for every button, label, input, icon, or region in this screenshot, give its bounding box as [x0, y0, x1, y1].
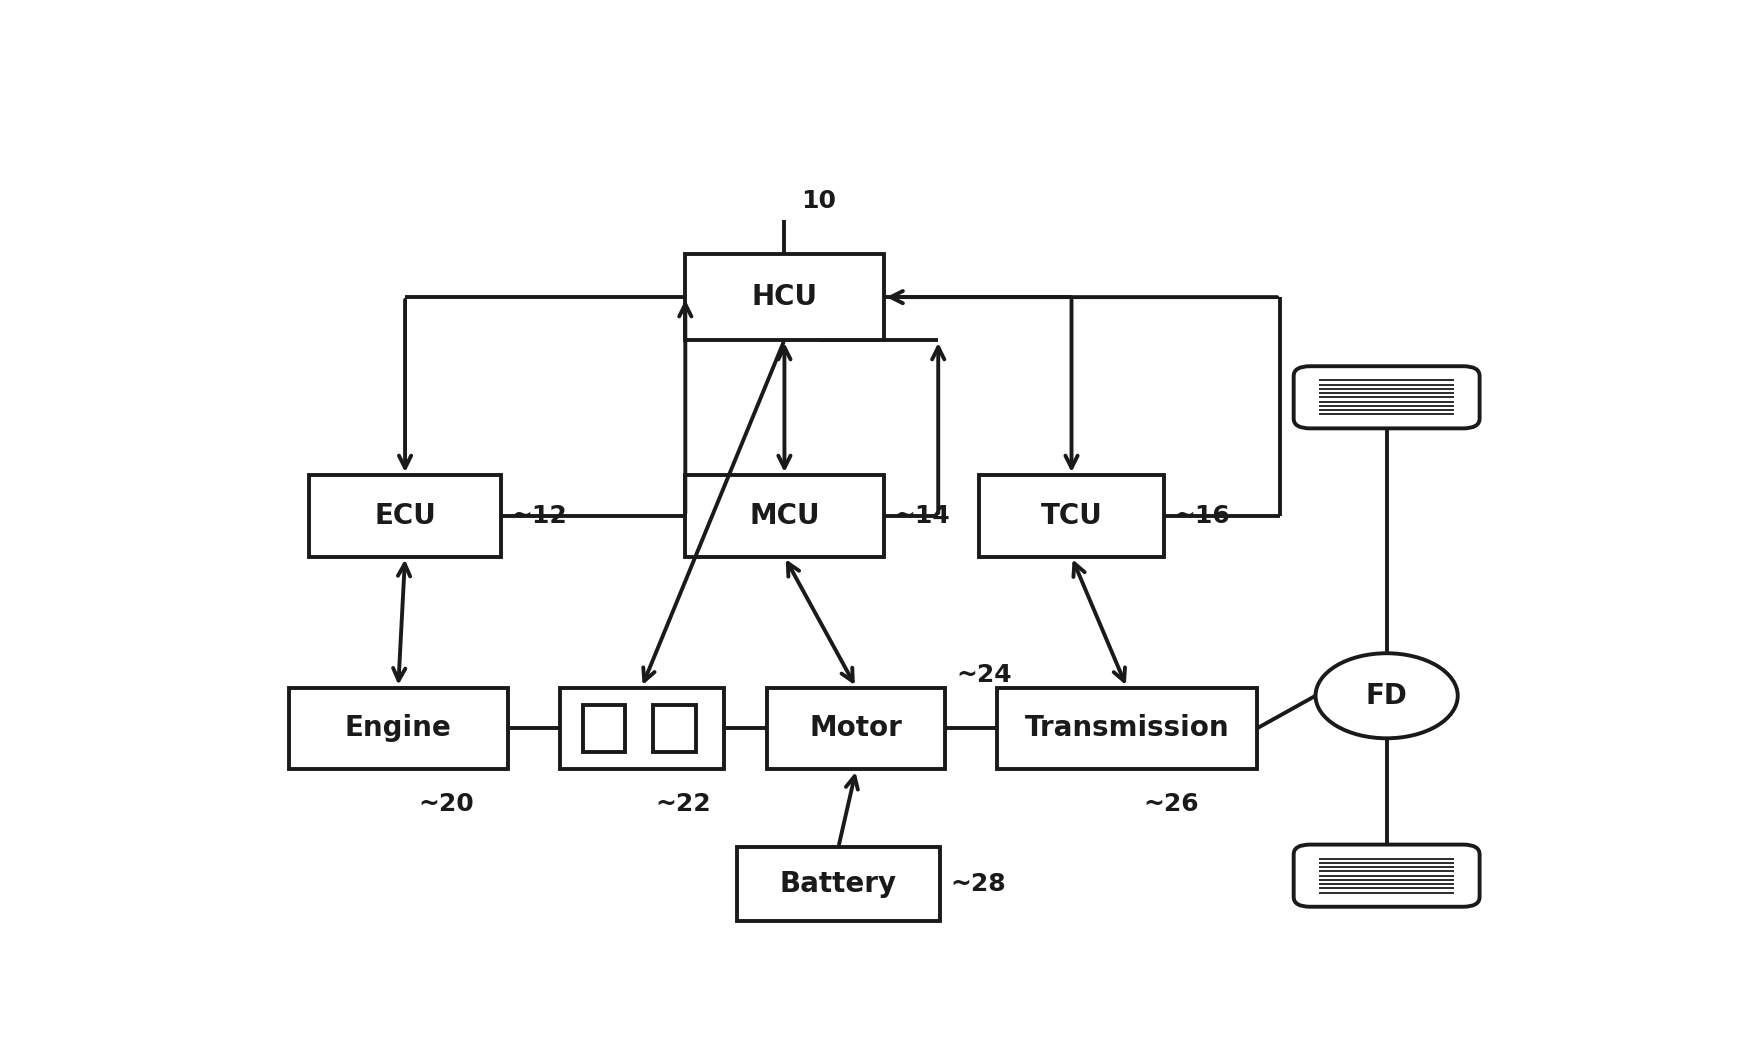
- Bar: [686, 475, 884, 556]
- Text: ~16: ~16: [1175, 503, 1231, 528]
- Text: ECU: ECU: [374, 502, 436, 530]
- Text: ~28: ~28: [951, 872, 1005, 896]
- FancyBboxPatch shape: [1293, 844, 1480, 907]
- Bar: [289, 687, 508, 769]
- Text: MCU: MCU: [750, 502, 820, 530]
- Circle shape: [1316, 653, 1457, 738]
- Text: Transmission: Transmission: [1025, 715, 1230, 742]
- Bar: [686, 254, 884, 340]
- FancyBboxPatch shape: [1293, 366, 1480, 428]
- Text: ~20: ~20: [418, 791, 475, 816]
- Bar: [309, 475, 501, 556]
- Bar: [979, 475, 1164, 556]
- Bar: [582, 705, 624, 752]
- Text: ~26: ~26: [1143, 791, 1200, 816]
- Text: HCU: HCU: [751, 284, 817, 311]
- Text: 10: 10: [801, 189, 836, 213]
- Text: ~24: ~24: [956, 664, 1011, 687]
- Bar: [737, 847, 940, 921]
- Text: ~14: ~14: [894, 503, 951, 528]
- Text: Motor: Motor: [810, 715, 903, 742]
- Text: Engine: Engine: [344, 715, 452, 742]
- Bar: [559, 687, 723, 769]
- Text: TCU: TCU: [1041, 502, 1102, 530]
- Bar: [653, 705, 695, 752]
- Bar: [767, 687, 946, 769]
- Bar: [997, 687, 1256, 769]
- Text: ~12: ~12: [512, 503, 568, 528]
- Text: Battery: Battery: [780, 870, 896, 897]
- Text: ~22: ~22: [654, 791, 711, 816]
- Text: FD: FD: [1365, 682, 1408, 709]
